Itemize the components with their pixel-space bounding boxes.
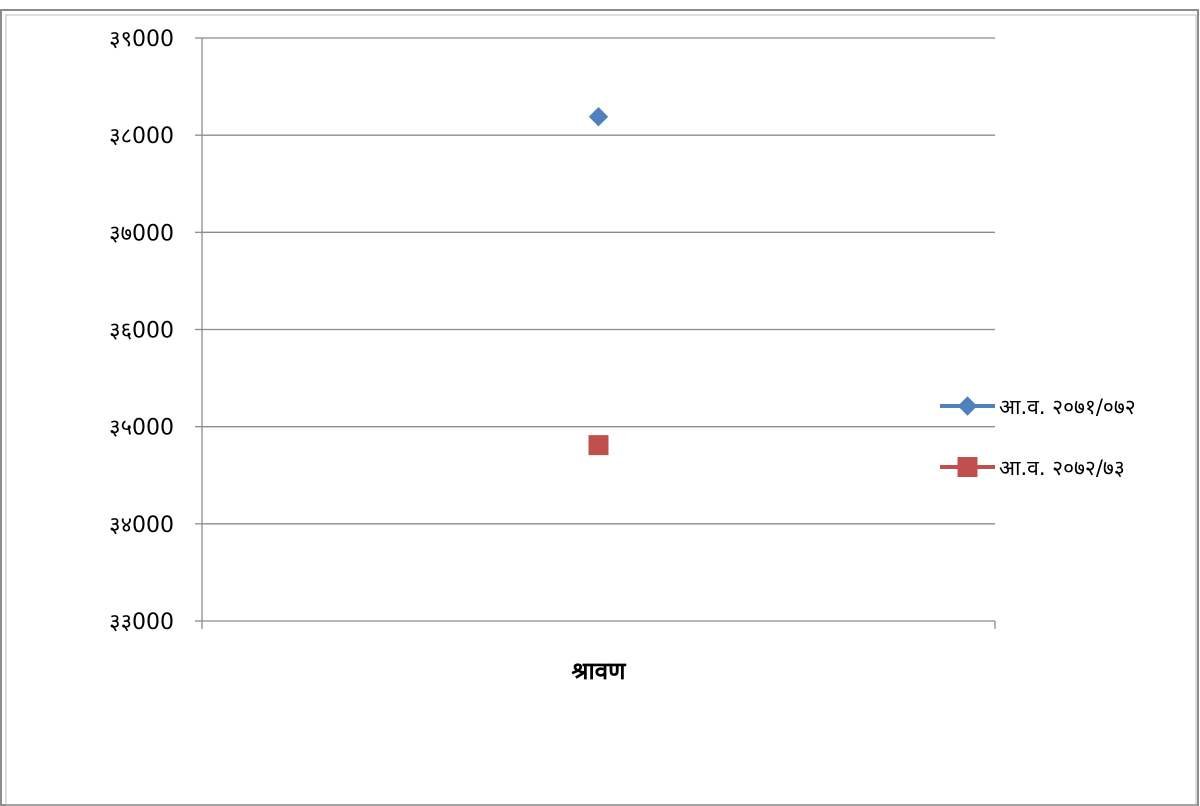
y-tick-label: ३६000	[109, 319, 174, 344]
legend: आ.व. २०७१/०७२ आ.व. २०७२/७३	[940, 395, 1136, 480]
legend-label: आ.व. २०७२/७३	[999, 456, 1125, 480]
y-tick-label: ३५000	[109, 416, 174, 441]
inner-border	[5, 14, 1197, 806]
y-tick-label: ३८000	[109, 124, 174, 149]
axes	[195, 37, 996, 629]
x-category-labels: श्रावण	[572, 657, 628, 685]
legend-marker	[957, 396, 978, 416]
x-category-label: श्रावण	[572, 657, 628, 685]
y-tick-labels: ३३000 ३४000 ३५000 ३६000 ३७000 ३८000 ३९000	[109, 27, 174, 635]
y-tick-label: ३९000	[109, 27, 174, 52]
y-tick-label: ३३000	[109, 610, 174, 635]
y-tick-label: ३४000	[109, 513, 174, 538]
data-markers	[588, 106, 609, 456]
gridlines	[202, 37, 995, 622]
data-point-square	[588, 435, 609, 456]
legend-label: आ.व. २०७१/०७२	[999, 395, 1136, 419]
y-tick-label: ३७000	[109, 221, 174, 246]
data-point-diamond	[588, 106, 609, 127]
legend-marker	[957, 457, 978, 477]
